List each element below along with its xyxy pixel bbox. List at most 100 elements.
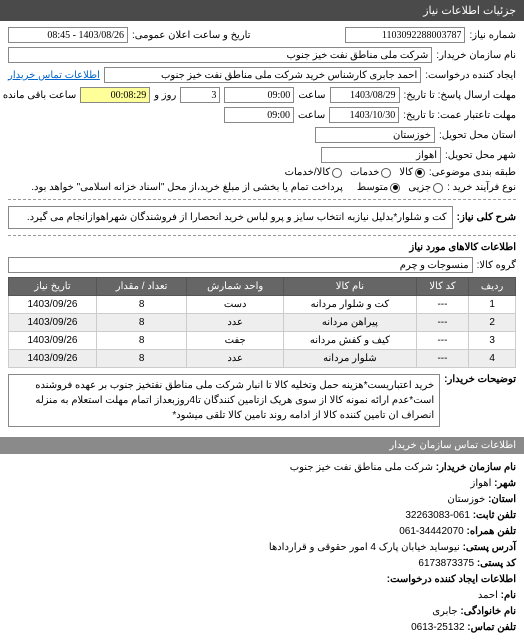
f-fax: 34442070-061 — [399, 526, 464, 537]
f-addr: نیوساید خیابان پارک 4 امور حقوقی و قرارد… — [269, 542, 460, 553]
table-cell: 8 — [96, 314, 186, 332]
days-field[interactable] — [180, 87, 220, 103]
deadline-label: مهلت ارسال پاسخ: تا تاریخ: — [404, 90, 516, 101]
table-cell: 1403/09/26 — [9, 314, 97, 332]
province-field[interactable] — [315, 127, 435, 143]
f-tel: 25132-0613 — [411, 622, 464, 633]
time-label-2: ساعت — [298, 110, 325, 121]
radio-mid-label: متوسط — [357, 182, 388, 193]
table-cell: عدد — [187, 314, 284, 332]
table-cell: عدد — [187, 350, 284, 368]
buyer-notes-box: خرید اعتباریست*هزینه حمل وتخلیه کالا تا … — [8, 374, 440, 427]
f-org: شرکت ملی مناطق نفت خیز جنوب — [290, 462, 433, 473]
table-cell: کیف و کفش مردانه — [284, 332, 417, 350]
group-field[interactable] — [8, 257, 473, 273]
f-zip-label: کد پستی: — [477, 558, 516, 569]
req-no-field[interactable] — [345, 27, 465, 43]
group-label: گروه کالا: — [477, 260, 516, 271]
f-phone-label: تلفن ثابت: — [473, 510, 516, 521]
f-addr-label: آدرس پستی: — [463, 542, 516, 553]
f-org-label: نام سازمان خریدار: — [436, 462, 516, 473]
f-family: جابری — [432, 606, 457, 617]
page-title: جزئیات اطلاعات نیاز — [423, 5, 516, 17]
table-header: کد کالا — [416, 278, 469, 296]
contact-section-title: اطلاعات تماس سازمان خریدار — [389, 440, 516, 451]
table-cell: 8 — [96, 350, 186, 368]
remain-time-field — [80, 87, 150, 103]
table-cell: --- — [416, 296, 469, 314]
f-tel-label: تلفن تماس: — [467, 622, 516, 633]
buyer-name-label: نام سازمان خریدار: — [436, 50, 516, 61]
table-cell: کت و شلوار مردانه — [284, 296, 417, 314]
deadline-time-field[interactable] — [224, 87, 294, 103]
table-header: تاریخ نیاز — [9, 278, 97, 296]
buy-type-label: نوع فرآیند خرید : — [447, 182, 516, 193]
pub-date-field[interactable] — [8, 27, 128, 43]
table-cell: --- — [416, 350, 469, 368]
radio-khadamat-label: خدمات — [350, 167, 379, 178]
table-row: 1---کت و شلوار مردانهدست81403/09/26 — [9, 296, 516, 314]
validity-label: مهلت تاعتبار عمت: تا تاریخ: — [403, 110, 516, 121]
class-label: طبقه بندی موضوعی: — [429, 167, 516, 178]
f-zip: 6173873375 — [418, 558, 474, 569]
radio-kala-label: کالا — [399, 167, 413, 178]
f-city: اهواز — [471, 478, 492, 489]
radio-khadamat[interactable] — [381, 168, 391, 178]
f-city-label: شهر: — [494, 478, 516, 489]
table-header: تعداد / مقدار — [96, 278, 186, 296]
main-form: شماره نیاز: تاریخ و ساعت اعلان عمومی: نا… — [0, 21, 524, 437]
f-phone: 061-32263083 — [405, 510, 470, 521]
table-row: 3---کیف و کفش مردانهجفت81403/09/26 — [9, 332, 516, 350]
deadline-date-field[interactable] — [330, 87, 400, 103]
table-cell: 8 — [96, 332, 186, 350]
f-name-label: نام: — [501, 590, 516, 601]
goods-section-label: اطلاعات کالاهای مورد نیاز — [409, 242, 516, 253]
remain-label: ساعت باقی مانده — [3, 90, 76, 101]
radio-mid[interactable] — [390, 183, 400, 193]
buyer-name-field[interactable] — [8, 47, 432, 63]
table-header: ردیف — [469, 278, 516, 296]
table-cell: 4 — [469, 350, 516, 368]
radio-kala[interactable] — [415, 168, 425, 178]
req-no-label: شماره نیاز: — [469, 30, 516, 41]
radio-low[interactable] — [433, 183, 443, 193]
table-row: 4---شلوار مردانهعدد81403/09/26 — [9, 350, 516, 368]
table-cell: 2 — [469, 314, 516, 332]
subject-box: کت و شلوار*بدلیل نیازبه انتخاب سایز و پر… — [8, 206, 453, 229]
city-label: شهر محل تحویل: — [445, 150, 516, 161]
requester-label: ایجاد کننده درخواست: — [425, 70, 516, 81]
table-cell: 1403/09/26 — [9, 296, 97, 314]
class-radio-group: کالا خدمات کالا/خدمات — [285, 167, 425, 178]
buy-note: پرداخت تمام یا بخشی از مبلغ خرید،از محل … — [31, 182, 343, 193]
requester-field[interactable] — [104, 67, 421, 83]
validity-date-field[interactable] — [329, 107, 399, 123]
f-province: خوزستان — [447, 494, 485, 505]
time-label-1: ساعت — [298, 90, 325, 101]
table-cell: 8 — [96, 296, 186, 314]
table-cell: --- — [416, 332, 469, 350]
divider-2 — [8, 235, 516, 236]
radio-both-label: کالا/خدمات — [285, 167, 331, 178]
buyer-notes-label: توضیحات خریدار: — [444, 374, 516, 385]
province-label: استان محل تحویل: — [439, 130, 516, 141]
f-province-label: استان: — [488, 494, 516, 505]
page-header: جزئیات اطلاعات نیاز — [0, 0, 524, 21]
table-header: واحد شمارش — [187, 278, 284, 296]
validity-time-field[interactable] — [224, 107, 294, 123]
footer-info: نام سازمان خریدار: شرکت ملی مناطق نفت خی… — [0, 454, 524, 642]
divider-1 — [8, 199, 516, 200]
table-row: 2---پیراهن مردانهعدد81403/09/26 — [9, 314, 516, 332]
radio-both[interactable] — [332, 168, 342, 178]
city-field[interactable] — [321, 147, 441, 163]
buy-type-radio-group: جزیی متوسط — [357, 182, 443, 193]
table-cell: پیراهن مردانه — [284, 314, 417, 332]
radio-low-label: جزیی — [408, 182, 431, 193]
table-cell: دست — [187, 296, 284, 314]
buyer-contact-link[interactable]: اطلاعات تماس خریدار — [8, 70, 100, 81]
table-cell: 1 — [469, 296, 516, 314]
goods-table: ردیفکد کالانام کالاواحد شمارشتعداد / مقد… — [8, 277, 516, 368]
table-cell: 1403/09/26 — [9, 350, 97, 368]
f-family-label: نام خانوادگی: — [460, 606, 516, 617]
contact-section-bar: اطلاعات تماس سازمان خریدار — [0, 437, 524, 454]
table-header: نام کالا — [284, 278, 417, 296]
